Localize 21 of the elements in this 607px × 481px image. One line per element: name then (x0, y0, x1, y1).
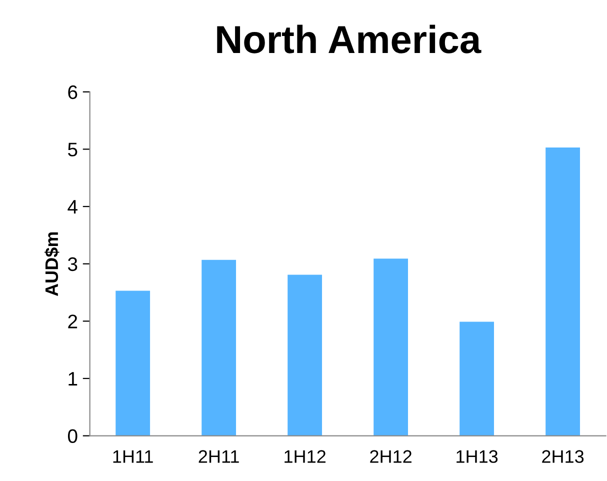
x-tick-label: 2H11 (198, 450, 239, 463)
x-tick-label: 1H11 (113, 450, 153, 463)
y-tick-label: 1 (68, 372, 78, 386)
bar (546, 147, 580, 436)
y-tick-label: 6 (68, 85, 78, 100)
bar (202, 260, 236, 436)
bar (460, 322, 494, 436)
y-tick-label: 2 (68, 314, 78, 328)
x-tick-label: 1H13 (456, 450, 498, 463)
y-tick-label: 4 (68, 200, 78, 214)
y-tick-label: 0 (68, 429, 78, 444)
bar (116, 290, 150, 436)
bar (374, 258, 408, 436)
x-tick-label: 1H12 (284, 450, 326, 463)
bar (288, 274, 322, 436)
y-tick-label: 3 (68, 257, 78, 272)
chart-title: North America (217, 24, 482, 54)
x-tick-label: 2H12 (370, 450, 412, 463)
y-axis-title: AUD$m (44, 232, 60, 296)
x-tick-label: 2H13 (542, 450, 584, 463)
y-tick-label: 5 (68, 142, 78, 156)
